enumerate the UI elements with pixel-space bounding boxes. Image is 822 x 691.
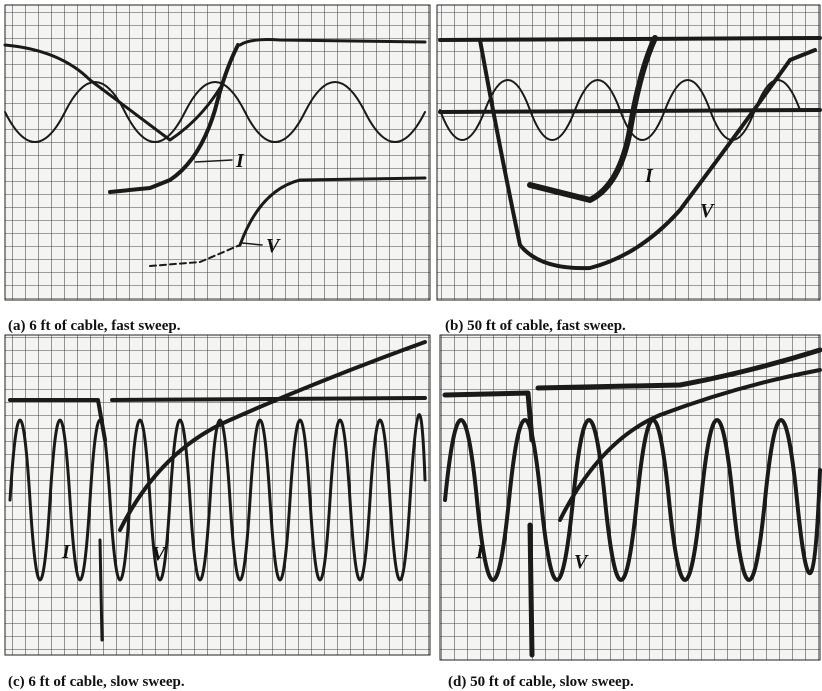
caption: (a) 6 ft of cable, fast sweep.: [8, 318, 181, 334]
oscillogram: [436, 4, 821, 301]
panel-a: I V (a) 6 ft of cable, fast sweep.: [3, 4, 431, 334]
trace: [238, 38, 427, 47]
current-trace: [527, 522, 535, 658]
trace: [4, 81, 426, 143]
trace-label: I: [235, 150, 245, 172]
caption: (c) 6 ft of cable, slow sweep.: [8, 674, 185, 690]
caption: (b) 50 ft of cable, fast sweep.: [445, 318, 626, 334]
voltage-trace: [558, 368, 822, 522]
oscillogram: [4, 4, 431, 301]
trace: [3, 43, 222, 142]
trace-label: I: [644, 165, 654, 187]
current-trace: [98, 538, 104, 642]
panel-d: I V (d) 50 ft of cable, slow sweep.: [439, 334, 822, 690]
current-trace: [527, 35, 658, 203]
trace-label: V: [266, 235, 281, 257]
trace-label: I: [61, 541, 71, 563]
current-trace: [108, 43, 240, 194]
trace: [8, 413, 427, 582]
voltage-trace: [478, 38, 817, 271]
panel-c: I V (c) 6 ft of cable, slow sweep.: [4, 334, 431, 690]
oscillogram: [4, 334, 431, 656]
panel-b: I V (b) 50 ft of cable, fast sweep.: [436, 4, 822, 334]
trace-label: I: [475, 541, 485, 563]
trace-label: V: [700, 200, 715, 222]
trace: [438, 36, 822, 114]
voltage-trace: [238, 176, 427, 247]
pointer: [194, 159, 263, 246]
voltage-trace: [118, 340, 427, 532]
trace: [443, 418, 822, 582]
trace: [439, 79, 801, 141]
caption: (d) 50 ft of cable, slow sweep.: [448, 674, 634, 690]
trace-label: V: [574, 551, 589, 573]
voltage-trace: [149, 244, 241, 267]
oscillogram: [439, 334, 821, 661]
trace-label: V: [152, 543, 167, 565]
